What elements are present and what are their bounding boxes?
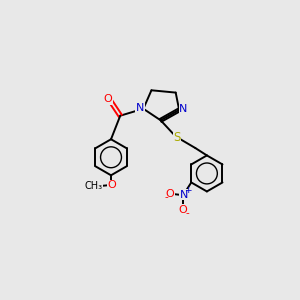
Text: N: N xyxy=(179,104,188,114)
Text: O: O xyxy=(179,205,188,215)
Text: +: + xyxy=(184,186,192,195)
Text: CH₃: CH₃ xyxy=(84,181,102,191)
Text: O: O xyxy=(104,94,112,104)
Text: -: - xyxy=(164,193,168,202)
Text: O: O xyxy=(108,181,116,190)
Text: -: - xyxy=(185,208,189,218)
Text: N: N xyxy=(136,103,144,112)
Text: N: N xyxy=(179,190,188,200)
Text: S: S xyxy=(173,131,181,144)
Text: O: O xyxy=(166,189,174,199)
